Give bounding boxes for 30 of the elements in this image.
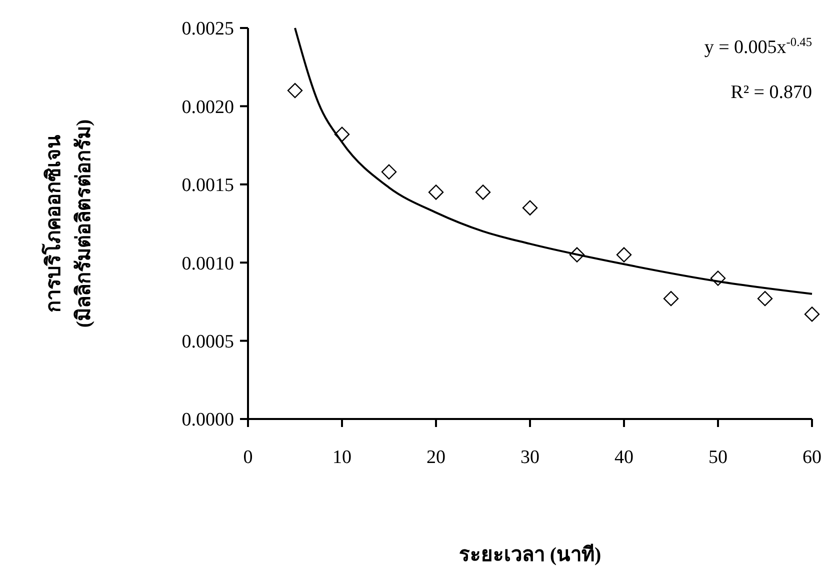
annotation: R² = 0.870 (730, 82, 812, 103)
x-tick-label: 60 (802, 447, 822, 468)
x-tick-label: 50 (708, 447, 728, 468)
y-tick-label: 0.0025 (182, 18, 234, 40)
x-tick-label: 0 (243, 447, 253, 468)
y-tick-label: 0.0015 (182, 175, 234, 196)
x-axis-title: ระยะเวลา (นาที) (458, 543, 602, 566)
point (381, 164, 397, 180)
y-tick-label: 0.0010 (182, 253, 234, 274)
point (616, 247, 632, 262)
x-tick-label: 20 (426, 447, 446, 468)
x-tick-label: 30 (520, 447, 540, 468)
point (334, 126, 350, 142)
y-tick-label: 0.0020 (182, 96, 234, 118)
point (663, 290, 679, 306)
point (569, 247, 585, 262)
point (428, 184, 444, 200)
point (475, 184, 491, 200)
point (522, 200, 538, 216)
line-series (294, 27, 813, 295)
point (287, 82, 303, 98)
x-tick-label: 40 (614, 447, 634, 468)
y-tick-label: 0.0005 (182, 331, 234, 352)
x-tick-label: 10 (332, 447, 352, 468)
y-tick-label: 0.0000 (182, 410, 234, 431)
y-axis-title: การบริโภคออกซิเจน (มิลลิกรัมต่อลิตรต่อกรัม) (41, 119, 95, 328)
annotation: y = 0.005x$^{-0.45}$ (704, 35, 812, 58)
point (710, 270, 726, 286)
point (804, 306, 820, 322)
point (757, 290, 773, 306)
